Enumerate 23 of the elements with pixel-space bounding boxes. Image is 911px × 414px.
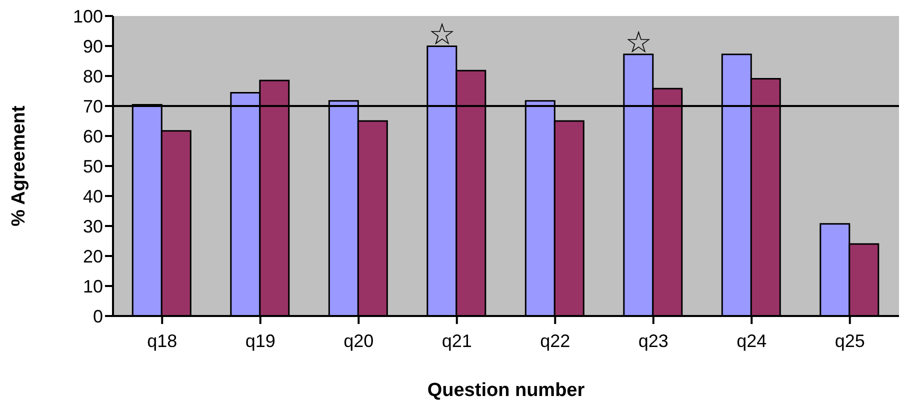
y-tick-label: 50 [82, 156, 103, 176]
x-tick-label: q20 [344, 330, 374, 351]
y-tick-label: 10 [82, 276, 103, 296]
y-axis-title: % Agreement [8, 104, 30, 226]
x-tick-label: q22 [540, 330, 570, 351]
annotation: ☆ [625, 25, 652, 60]
y-tick-label: 60 [82, 126, 103, 146]
y-tick-label: 20 [82, 246, 103, 266]
y-tick-label: 100 [72, 6, 103, 26]
y-tick-label: 80 [82, 66, 103, 86]
x-tick-label: q21 [442, 330, 472, 351]
y-tick-label: 40 [82, 186, 103, 206]
x-tick-label: q24 [736, 330, 767, 351]
y-tick-label: 30 [82, 216, 103, 236]
y-tick-label: 0 [92, 306, 103, 326]
y-tick-label: 90 [82, 36, 103, 56]
x-axis-title: Question number [427, 380, 586, 401]
x-tick-label: q18 [147, 330, 178, 351]
y-tick-label: 70 [82, 96, 103, 116]
annotation: ☆ [428, 17, 456, 52]
x-tick-label: q19 [245, 330, 276, 351]
x-tick-label: q23 [638, 330, 668, 351]
x-tick-label: q25 [834, 330, 865, 351]
